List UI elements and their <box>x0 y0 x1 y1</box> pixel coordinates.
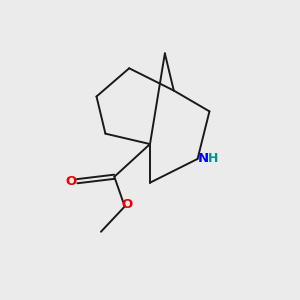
Text: O: O <box>65 175 76 188</box>
Text: H: H <box>208 152 218 165</box>
Text: N: N <box>197 152 208 165</box>
Text: O: O <box>121 198 132 211</box>
